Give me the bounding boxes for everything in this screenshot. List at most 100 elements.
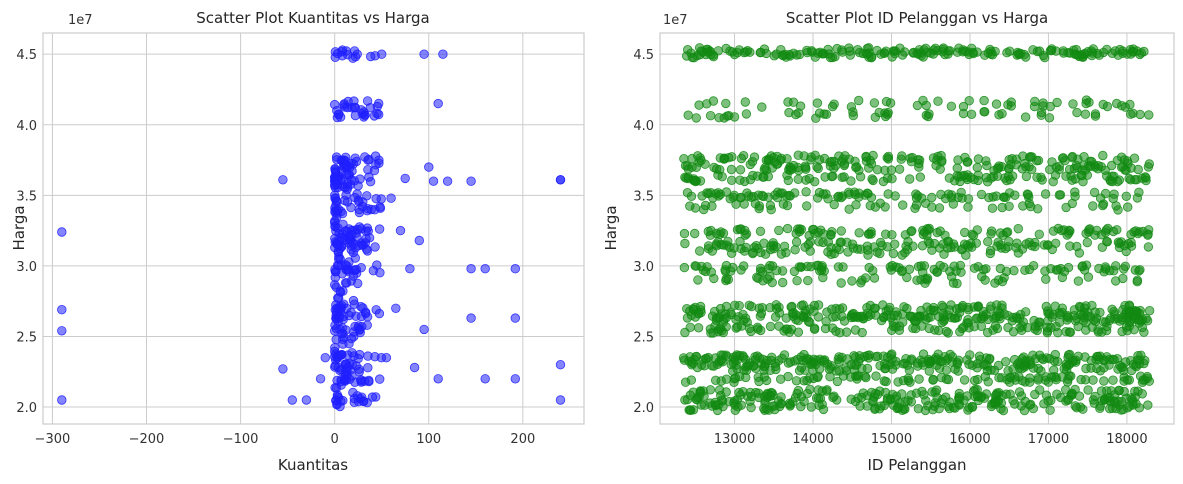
- data-point: [995, 263, 1006, 274]
- data-point: [706, 267, 717, 277]
- data-point: [755, 263, 766, 274]
- data-point: [906, 390, 916, 400]
- data-point: [1097, 327, 1107, 337]
- data-point: [915, 172, 926, 182]
- data-point: [854, 47, 865, 58]
- data-point: [766, 241, 776, 251]
- data-point: [745, 47, 755, 57]
- data-point: [836, 278, 846, 288]
- data-point: [690, 228, 700, 239]
- data-point: [1021, 171, 1032, 182]
- data-point: [823, 194, 833, 204]
- data-point: [827, 156, 837, 167]
- data-point: [729, 112, 740, 122]
- x-tick-label: 100: [416, 432, 441, 447]
- scatter-points: [678, 43, 1155, 416]
- data-point: [377, 49, 387, 59]
- data-point: [753, 388, 764, 398]
- data-point: [1047, 157, 1057, 167]
- data-point: [1141, 313, 1151, 324]
- data-point: [979, 95, 989, 106]
- data-point: [346, 202, 356, 213]
- data-point: [835, 328, 845, 338]
- data-point: [734, 301, 744, 311]
- data-point: [738, 150, 749, 161]
- data-point: [967, 402, 978, 412]
- data-point: [1141, 173, 1151, 183]
- data-point: [778, 277, 788, 288]
- data-point: [981, 156, 991, 166]
- data-point: [931, 385, 942, 395]
- data-point: [752, 351, 763, 361]
- data-point: [1112, 225, 1122, 235]
- data-point: [331, 167, 341, 178]
- data-point: [854, 228, 864, 238]
- data-point: [985, 44, 995, 55]
- data-point: [1143, 242, 1154, 252]
- data-point: [927, 192, 937, 203]
- data-point: [879, 48, 890, 58]
- data-point: [823, 44, 833, 55]
- data-point: [1050, 349, 1061, 360]
- data-point: [914, 374, 924, 384]
- data-point: [1135, 371, 1146, 381]
- data-point: [774, 225, 784, 236]
- data-point: [1029, 101, 1040, 112]
- data-point: [694, 100, 704, 110]
- data-point: [832, 376, 843, 387]
- data-point: [1136, 48, 1147, 58]
- data-point: [1114, 385, 1124, 396]
- data-point: [943, 49, 953, 59]
- data-point: [1122, 375, 1133, 385]
- data-point: [1062, 230, 1072, 240]
- data-point: [1077, 261, 1088, 271]
- data-point: [895, 43, 905, 53]
- data-point: [346, 333, 357, 344]
- data-point: [1083, 272, 1094, 282]
- data-point: [992, 241, 1002, 251]
- data-point: [905, 174, 915, 184]
- data-point: [808, 373, 819, 384]
- y-tick-label: 2.5: [16, 330, 37, 345]
- data-point: [690, 175, 700, 186]
- data-point: [960, 152, 970, 163]
- data-point: [1032, 204, 1043, 214]
- data-point: [1046, 45, 1057, 56]
- data-point: [997, 108, 1007, 119]
- data-point: [926, 356, 936, 366]
- data-point: [983, 236, 993, 247]
- data-point: [880, 202, 890, 212]
- data-point: [738, 309, 748, 320]
- data-point: [1020, 112, 1031, 122]
- data-point: [342, 184, 352, 195]
- data-point: [705, 398, 715, 408]
- data-point: [555, 395, 566, 405]
- data-point: [1020, 265, 1030, 276]
- data-point: [1123, 238, 1134, 249]
- data-point: [1042, 328, 1053, 338]
- data-point: [991, 191, 1002, 201]
- data-point: [466, 176, 476, 186]
- data-point: [848, 243, 859, 253]
- y-tick-label: 3.5: [16, 189, 37, 204]
- data-point: [347, 348, 357, 358]
- data-point: [718, 327, 729, 338]
- data-point: [1001, 192, 1011, 203]
- data-point: [346, 175, 357, 185]
- data-point: [765, 390, 775, 401]
- data-point: [841, 366, 852, 376]
- data-point: [1004, 201, 1014, 212]
- data-point: [1004, 164, 1014, 174]
- data-point: [934, 203, 945, 213]
- data-point: [1132, 193, 1143, 203]
- data-point: [820, 172, 830, 182]
- data-point: [334, 204, 344, 215]
- data-point: [850, 396, 861, 407]
- data-point: [1039, 52, 1050, 63]
- data-point: [869, 98, 880, 108]
- data-point: [829, 391, 839, 401]
- data-point: [910, 203, 920, 214]
- data-point: [345, 374, 355, 385]
- y-tick-label: 3.0: [633, 260, 654, 275]
